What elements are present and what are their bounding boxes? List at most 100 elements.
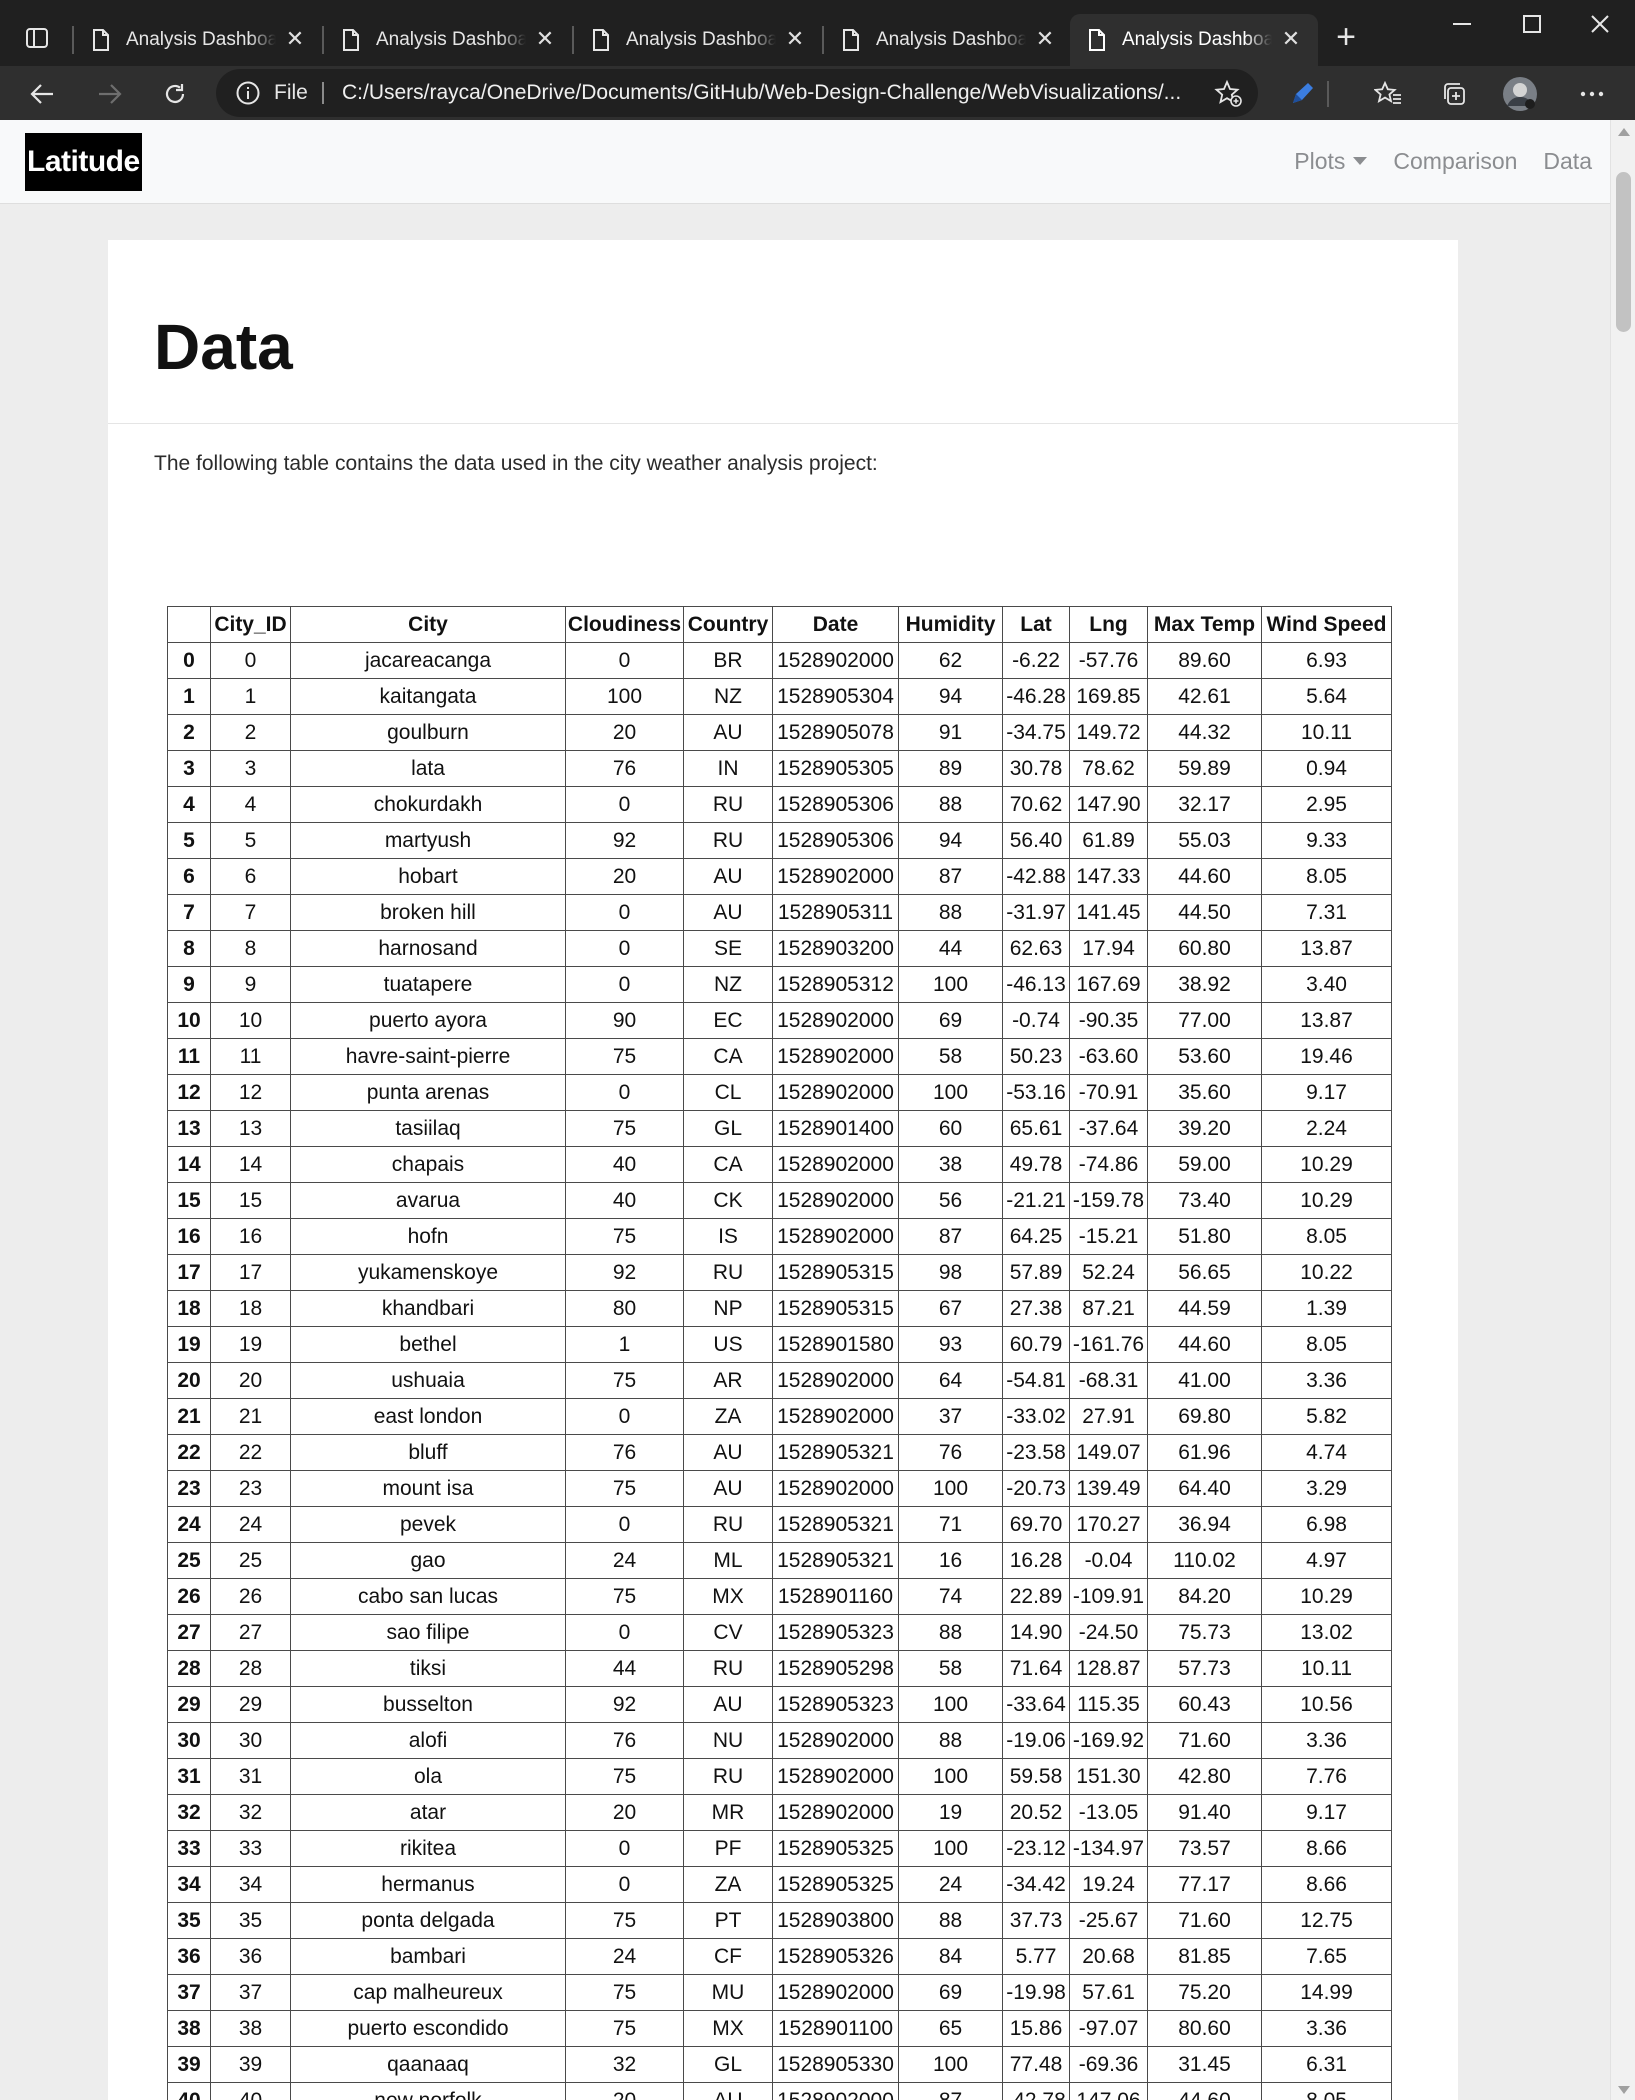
address-url[interactable]: C:/Users/rayca/OneDrive/Documents/GitHub… bbox=[342, 81, 1182, 104]
close-tab-icon[interactable]: ✕ bbox=[785, 26, 805, 51]
nav-data-link[interactable]: Data bbox=[1543, 148, 1592, 174]
table-cell: -19.98 bbox=[1002, 1974, 1070, 2011]
more-options-button[interactable] bbox=[1572, 74, 1612, 114]
table-cell: 5.82 bbox=[1261, 1398, 1392, 1435]
table-cell: 1528905315 bbox=[772, 1254, 899, 1291]
table-cell: 9.17 bbox=[1261, 1794, 1392, 1831]
nav-comparison-link[interactable]: Comparison bbox=[1393, 148, 1518, 174]
table-cell: 75 bbox=[565, 1758, 684, 1795]
row-index: 14 bbox=[167, 1146, 211, 1183]
table-cell: -34.42 bbox=[1002, 1866, 1070, 1903]
table-cell: AU bbox=[683, 1434, 773, 1471]
browser-tab[interactable]: Analysis Dashboard ✕ bbox=[824, 14, 1072, 66]
table-cell: 62.63 bbox=[1002, 930, 1070, 967]
vertical-scrollbar[interactable] bbox=[1610, 120, 1635, 2100]
browser-tab[interactable]: Analysis Dashboard ✕ bbox=[74, 14, 322, 66]
table-cell: 167.69 bbox=[1069, 966, 1148, 1003]
tab-separator bbox=[572, 26, 574, 54]
table-row: 16 16 hofn 75 IS 1528902000 87 64.25 -15.21 51.80… bbox=[167, 1218, 1392, 1255]
table-cell: 39 bbox=[210, 2046, 291, 2083]
collections-button[interactable] bbox=[1434, 74, 1474, 114]
favorites-button[interactable] bbox=[1368, 74, 1408, 114]
table-cell: 2.24 bbox=[1261, 1110, 1392, 1147]
tab-actions-button[interactable] bbox=[14, 18, 60, 58]
table-cell: 2.95 bbox=[1261, 786, 1392, 823]
table-cell: 69.70 bbox=[1002, 1506, 1070, 1543]
table-cell: 1528903200 bbox=[772, 930, 899, 967]
table-cell: 77.48 bbox=[1002, 2046, 1070, 2083]
column-header: Cloudiness bbox=[565, 606, 684, 643]
brand-logo[interactable]: Latitude bbox=[25, 133, 142, 191]
table-cell: 151.30 bbox=[1069, 1758, 1148, 1795]
row-index: 19 bbox=[167, 1326, 211, 1363]
table-cell: 90 bbox=[565, 1002, 684, 1039]
table-cell: 0 bbox=[565, 1074, 684, 1111]
table-cell: 3.40 bbox=[1261, 966, 1392, 1003]
table-row: 29 29 busselton 92 AU 1528905323 100 -33.64 115.… bbox=[167, 1686, 1392, 1723]
table-cell: 31 bbox=[210, 1758, 291, 1795]
table-cell: 22 bbox=[210, 1434, 291, 1471]
minimize-button[interactable] bbox=[1430, 0, 1494, 48]
refresh-button[interactable] bbox=[155, 74, 195, 114]
column-header: Wind Speed bbox=[1261, 606, 1392, 643]
table-row: 14 14 chapais 40 CA 1528902000 38 49.78 -74.86 59… bbox=[167, 1146, 1392, 1183]
profile-button[interactable] bbox=[1500, 74, 1540, 114]
back-button[interactable] bbox=[22, 74, 62, 114]
close-window-button[interactable] bbox=[1568, 0, 1632, 48]
table-cell: 6 bbox=[210, 858, 291, 895]
add-favorite-icon[interactable] bbox=[1214, 79, 1244, 109]
maximize-button[interactable] bbox=[1500, 0, 1564, 48]
browser-tab[interactable]: Analysis Dashboard ✕ bbox=[574, 14, 822, 66]
table-cell: NZ bbox=[683, 966, 773, 1003]
table-cell: 1528905321 bbox=[772, 1506, 899, 1543]
table-cell: 1528901580 bbox=[772, 1326, 899, 1363]
scroll-down-arrow-icon[interactable] bbox=[1618, 2086, 1630, 2094]
new-tab-button[interactable]: + bbox=[1336, 18, 1356, 56]
table-cell: 75 bbox=[565, 1902, 684, 1939]
table-cell: 98 bbox=[898, 1254, 1003, 1291]
close-tab-icon[interactable]: ✕ bbox=[1035, 26, 1055, 51]
table-cell: 6.98 bbox=[1261, 1506, 1392, 1543]
browser-tab-active[interactable]: Analysis Dashboard ✕ bbox=[1070, 14, 1318, 66]
close-tab-icon[interactable]: ✕ bbox=[285, 26, 305, 51]
address-bar[interactable]: File C:/Users/rayca/OneDrive/Documents/G… bbox=[216, 69, 1258, 117]
table-cell: ponta delgada bbox=[290, 1902, 566, 1939]
table-cell: 15.86 bbox=[1002, 2010, 1070, 2047]
row-index: 31 bbox=[167, 1758, 211, 1795]
table-cell: gao bbox=[290, 1542, 566, 1579]
row-index: 20 bbox=[167, 1362, 211, 1399]
info-icon[interactable] bbox=[236, 81, 260, 105]
extension-button[interactable] bbox=[1282, 74, 1322, 114]
table-cell: 19 bbox=[898, 1794, 1003, 1831]
scroll-up-arrow-icon[interactable] bbox=[1618, 128, 1630, 136]
close-tab-icon[interactable]: ✕ bbox=[1281, 26, 1301, 51]
table-cell: 50.23 bbox=[1002, 1038, 1070, 1075]
table-row: 7 7 broken hill 0 AU 1528905311 88 -31.97 141.45… bbox=[167, 894, 1392, 931]
close-tab-icon[interactable]: ✕ bbox=[535, 26, 555, 51]
table-cell: 100 bbox=[565, 678, 684, 715]
table-cell: 40 bbox=[565, 1146, 684, 1183]
table-cell: 0 bbox=[565, 1830, 684, 1867]
table-row: 39 39 qaanaaq 32 GL 1528905330 100 77.48 -69.36 3… bbox=[167, 2046, 1392, 2083]
content-panel: Data The following table contains the da… bbox=[108, 240, 1458, 2100]
table-row: 15 15 avarua 40 CK 1528902000 56 -21.21 -159.78 7… bbox=[167, 1182, 1392, 1219]
table-row: 22 22 bluff 76 AU 1528905321 76 -23.58 149.07 61.… bbox=[167, 1434, 1392, 1471]
table-cell: 87 bbox=[898, 858, 1003, 895]
nav-plots-dropdown[interactable]: Plots bbox=[1294, 148, 1368, 175]
forward-button[interactable] bbox=[90, 74, 130, 114]
table-cell: 58 bbox=[898, 1038, 1003, 1075]
row-index: 18 bbox=[167, 1290, 211, 1327]
row-index: 13 bbox=[167, 1110, 211, 1147]
table-cell: 69 bbox=[898, 1974, 1003, 2011]
table-cell: chokurdakh bbox=[290, 786, 566, 823]
row-index: 2 bbox=[167, 714, 211, 751]
table-row: 34 34 hermanus 0 ZA 1528905325 24 -34.42 19.24 77… bbox=[167, 1866, 1392, 1903]
page-icon bbox=[843, 29, 859, 51]
column-header: Lng bbox=[1069, 606, 1148, 643]
scrollbar-thumb[interactable] bbox=[1616, 172, 1631, 332]
table-cell: rikitea bbox=[290, 1830, 566, 1867]
browser-tab[interactable]: Analysis Dashboard ✕ bbox=[324, 14, 572, 66]
table-cell: -0.04 bbox=[1069, 1542, 1148, 1579]
table-cell: 1.39 bbox=[1261, 1290, 1392, 1327]
table-cell: 100 bbox=[898, 1074, 1003, 1111]
